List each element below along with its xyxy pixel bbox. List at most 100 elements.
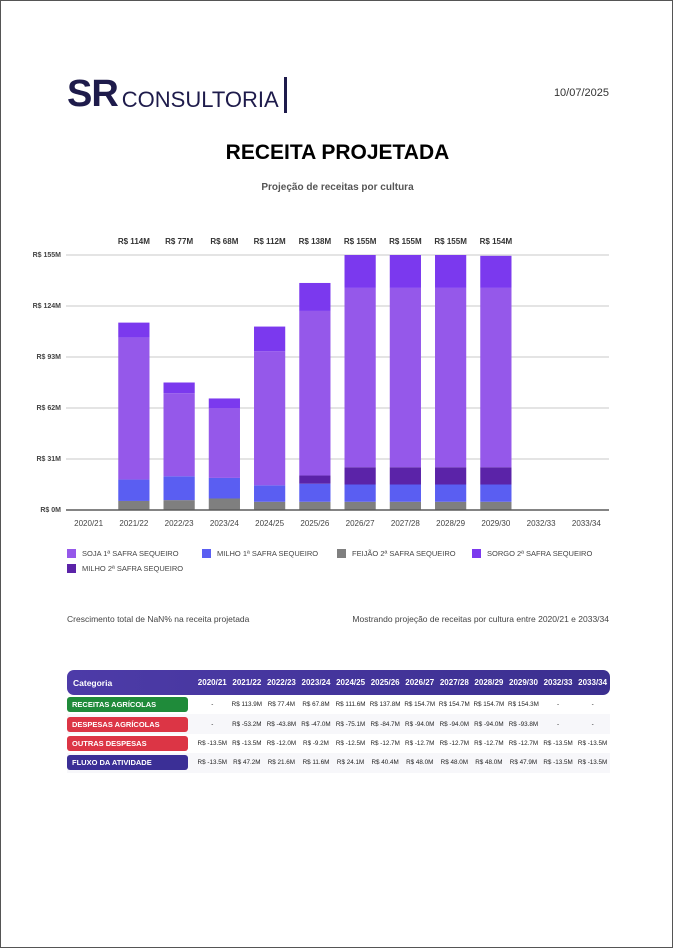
bar-segment [389, 467, 421, 485]
x-tick-label: 2029/30 [481, 519, 510, 528]
total-label: R$ 114M [118, 237, 150, 246]
bar-segment [254, 351, 286, 486]
row-label: RECEITAS AGRÍCOLAS [67, 697, 188, 713]
bar-segment [344, 484, 376, 502]
table-cell: - [211, 701, 214, 709]
bar-segment [344, 501, 376, 510]
column-header: 2028/29 [474, 678, 504, 687]
y-tick-label: R$ 0M [40, 507, 61, 514]
table-cell: R$ -94.0M [474, 720, 504, 728]
chart: R$ 0M R$ 31M R$ 62M R$ 93M R$ 124M R$ 155M 202… [33, 237, 609, 528]
bar-segment [435, 484, 467, 502]
table-cell: - [556, 701, 560, 709]
summary-table: Categoria 2020/21 2021/22 2022/23 2023/24 202… [67, 670, 610, 773]
total-label: R$ 68M [210, 237, 238, 246]
bar-segment [163, 382, 195, 394]
legend-item: FEIJÃO 2ª SAFRA SEQUEIRO [337, 549, 472, 558]
bar-segment [254, 501, 286, 510]
legend-swatch [67, 549, 76, 558]
bar-segment [480, 287, 512, 468]
bar-segment [299, 501, 331, 510]
table-cell: R$ -12.7M [474, 739, 504, 747]
table-cell: R$ -94.0M [439, 720, 469, 728]
legend: SOJA 1ª SAFRA SEQUEIRO MILHO 1ª SAFRA SEQ… [67, 549, 612, 573]
x-tick-label: 2024/25 [255, 519, 284, 528]
table-cell: - [591, 720, 594, 728]
table-cell: R$ -13.5M [577, 739, 608, 747]
table-cell: R$ -13.5M [197, 759, 227, 767]
table-cell: R$ -12.0M [266, 739, 297, 747]
bar-segment [208, 498, 240, 510]
table-cell: R$ 40.4M [371, 759, 399, 767]
table-row: FLUXO DA ATIVIDADE R$ -13.5M R$ 47.2M R$ 21… [67, 753, 610, 773]
y-tick-label: R$ 124M [33, 303, 62, 310]
y-tick-label: R$ 62M [36, 405, 61, 412]
table-cell: R$ -9.2M [303, 739, 329, 747]
table-cell: R$ 154.7M [404, 701, 436, 709]
chart-subtitle: Projeção de receitas por cultura [261, 182, 414, 193]
bar-segment [118, 322, 150, 338]
x-tick-label: 2022/23 [165, 519, 194, 528]
table-cell: R$ 154.3M [508, 701, 539, 709]
table-cell: R$ 47.2M [233, 759, 261, 767]
table-cell: - [591, 701, 594, 709]
table-cell: R$ -93.8M [508, 720, 539, 728]
table-cell: R$ -94.0M [405, 720, 435, 728]
bar-segment [118, 500, 150, 510]
y-tick-label: R$ 93M [36, 354, 61, 361]
table-header: Categoria 2020/21 2021/22 2022/23 2023/24 202… [67, 670, 610, 695]
total-label: R$ 154M [480, 237, 513, 246]
bar-segment [435, 287, 467, 468]
logo-bar [283, 76, 287, 113]
bar-segment [163, 393, 195, 477]
bar-segment [389, 287, 421, 468]
column-header: 2026/27 [405, 678, 435, 687]
table-cell: R$ 21.6M [267, 759, 296, 767]
x-tick-label: 2025/26 [300, 519, 329, 528]
table-cell: R$ -53.2M [232, 720, 262, 728]
legend-item: MILHO 2ª SAFRA SEQUEIRO [67, 564, 202, 573]
category-header: Categoria [73, 677, 113, 688]
bar-segment [163, 500, 195, 510]
total-label: R$ 155M [344, 237, 377, 246]
table-cell: R$ 11.6M [302, 759, 330, 767]
table-cell: R$ 77.4M [267, 701, 296, 709]
bar-segment [480, 484, 512, 502]
x-tick-label: 2020/21 [74, 519, 103, 528]
bar-segment [389, 484, 421, 502]
legend-label: MILHO 1ª SAFRA SEQUEIRO [217, 549, 319, 558]
bar-segment [480, 255, 512, 288]
column-header: 2027/28 [439, 678, 469, 687]
x-tick-label: 2026/27 [346, 519, 375, 528]
table-cell: R$ 113.9M [231, 701, 262, 709]
table-cell: R$ 48.0M [406, 759, 434, 767]
bar-segment [344, 255, 376, 288]
column-header: 2020/21 [197, 678, 227, 687]
bar-segment [435, 255, 467, 288]
table-cell: R$ 67.8M [302, 701, 330, 709]
bar-segment [344, 467, 376, 485]
x-tick-label: 2033/34 [572, 519, 601, 528]
table-cell: R$ 48.0M [475, 759, 503, 767]
column-header: 2021/22 [232, 678, 262, 687]
table-cell: R$ -47.0M [301, 720, 331, 728]
column-header: 2024/25 [336, 678, 366, 687]
bar-segment [435, 467, 467, 485]
table-cell: - [211, 720, 214, 728]
table-cell: R$ -12.5M [335, 739, 366, 747]
table-cell: R$ 111.6M [335, 701, 366, 709]
legend-item: SORGO 2ª SAFRA SEQUEIRO [472, 549, 607, 558]
bar-segment [480, 467, 512, 485]
table-row: DESPESAS AGRÍCOLAS - R$ -53.2M R$ -43.8M R$ … [67, 714, 610, 734]
chart-title: RECEITA PROJETADA [225, 141, 450, 164]
bar-segment [299, 282, 331, 311]
x-tick-label: 2027/28 [391, 519, 420, 528]
legend-label: MILHO 2ª SAFRA SEQUEIRO [82, 564, 184, 573]
logo: SR CONSULTORIA [67, 73, 287, 116]
table-cell: R$ -13.5M [197, 739, 227, 747]
bar-segment [299, 483, 331, 502]
logo-text: CONSULTORIA [121, 86, 279, 112]
y-tick-label: R$ 31M [36, 456, 61, 463]
table-cell: R$ -12.7M [405, 739, 435, 747]
